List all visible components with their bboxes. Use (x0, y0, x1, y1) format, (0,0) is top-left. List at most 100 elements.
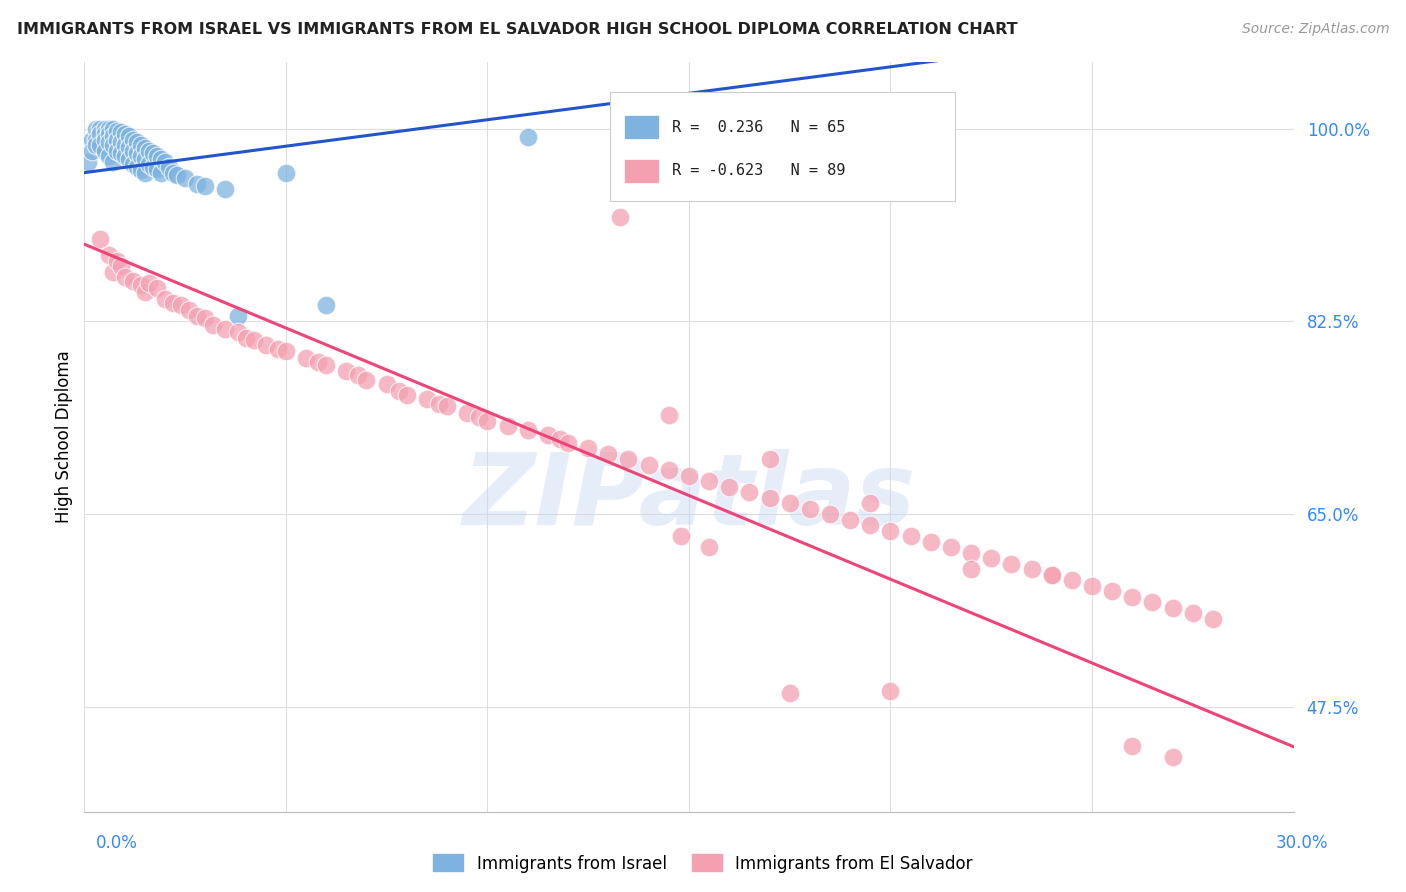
Point (138, 157, 160, 171)
Point (157, 160, 180, 174)
Point (456, 406, 478, 420)
FancyBboxPatch shape (624, 115, 658, 139)
Point (859, 496, 882, 510)
Point (114, 138, 136, 153)
Point (110, 145, 132, 160)
Point (609, 210, 631, 224)
Point (93, 127, 115, 141)
Point (110, 125, 132, 139)
Point (697, 474, 720, 488)
Point (477, 413, 499, 427)
Point (274, 344, 297, 359)
Point (1121, 590, 1143, 604)
Point (121, 132, 143, 146)
Point (1101, 584, 1123, 599)
Point (658, 408, 681, 422)
Point (129, 278, 152, 293)
Point (388, 384, 411, 398)
Point (129, 149, 152, 163)
Point (235, 331, 257, 345)
Point (557, 435, 579, 450)
Point (375, 377, 398, 392)
Point (960, 546, 983, 560)
Point (134, 285, 156, 299)
Point (226, 326, 249, 340)
Point (174, 171, 197, 186)
Point (516, 130, 538, 145)
Point (101, 154, 124, 169)
Point (89, 138, 111, 153)
Point (697, 541, 720, 555)
Point (86, 132, 108, 146)
Point (496, 419, 519, 434)
Point (226, 309, 249, 323)
Point (146, 149, 169, 163)
Point (818, 507, 841, 521)
Point (101, 138, 124, 153)
Point (1040, 567, 1063, 582)
Point (93, 121, 115, 136)
Point (125, 135, 148, 149)
Point (114, 270, 136, 285)
Point (436, 399, 458, 413)
Point (105, 132, 128, 146)
Point (162, 295, 184, 310)
Point (427, 397, 450, 411)
Point (347, 368, 370, 383)
Point (101, 265, 124, 279)
Point (134, 141, 156, 155)
Point (129, 163, 152, 178)
Point (1121, 739, 1143, 753)
Point (101, 121, 124, 136)
Point (89, 127, 111, 141)
Point (121, 274, 143, 288)
Point (267, 342, 290, 356)
Point (170, 298, 193, 312)
Point (779, 496, 801, 510)
Point (779, 686, 801, 700)
Point (980, 551, 1002, 566)
Point (617, 452, 640, 467)
Point (89, 232, 111, 246)
Point (537, 428, 560, 442)
Text: Source: ZipAtlas.com: Source: ZipAtlas.com (1241, 22, 1389, 37)
Point (1161, 749, 1184, 764)
Point (879, 683, 901, 698)
Point (548, 432, 571, 446)
Point (179, 303, 201, 318)
Point (77, 154, 100, 169)
Point (121, 157, 143, 171)
Point (799, 501, 821, 516)
Point (669, 529, 692, 543)
Point (194, 311, 217, 326)
Point (118, 153, 141, 167)
Point (93, 132, 115, 146)
Point (146, 162, 169, 177)
Point (162, 166, 184, 180)
Point (110, 135, 132, 149)
Point (1142, 595, 1164, 609)
FancyBboxPatch shape (610, 93, 955, 201)
Point (960, 562, 983, 576)
Point (1202, 612, 1225, 626)
Point (118, 129, 141, 144)
Point (97, 248, 120, 262)
Point (202, 318, 225, 332)
Point (105, 124, 128, 138)
Text: 0.0%: 0.0% (96, 834, 138, 852)
Point (274, 166, 297, 180)
Point (242, 333, 264, 347)
Point (1021, 562, 1043, 576)
Point (186, 177, 208, 191)
Point (1161, 600, 1184, 615)
Point (166, 168, 188, 182)
Point (254, 337, 277, 351)
Point (658, 463, 681, 477)
Point (121, 144, 143, 158)
Point (146, 281, 169, 295)
Point (153, 154, 176, 169)
Text: R =  0.236   N = 65: R = 0.236 N = 65 (672, 120, 846, 135)
Y-axis label: High School Diploma: High School Diploma (55, 351, 73, 524)
Point (307, 355, 329, 369)
Point (295, 351, 318, 365)
